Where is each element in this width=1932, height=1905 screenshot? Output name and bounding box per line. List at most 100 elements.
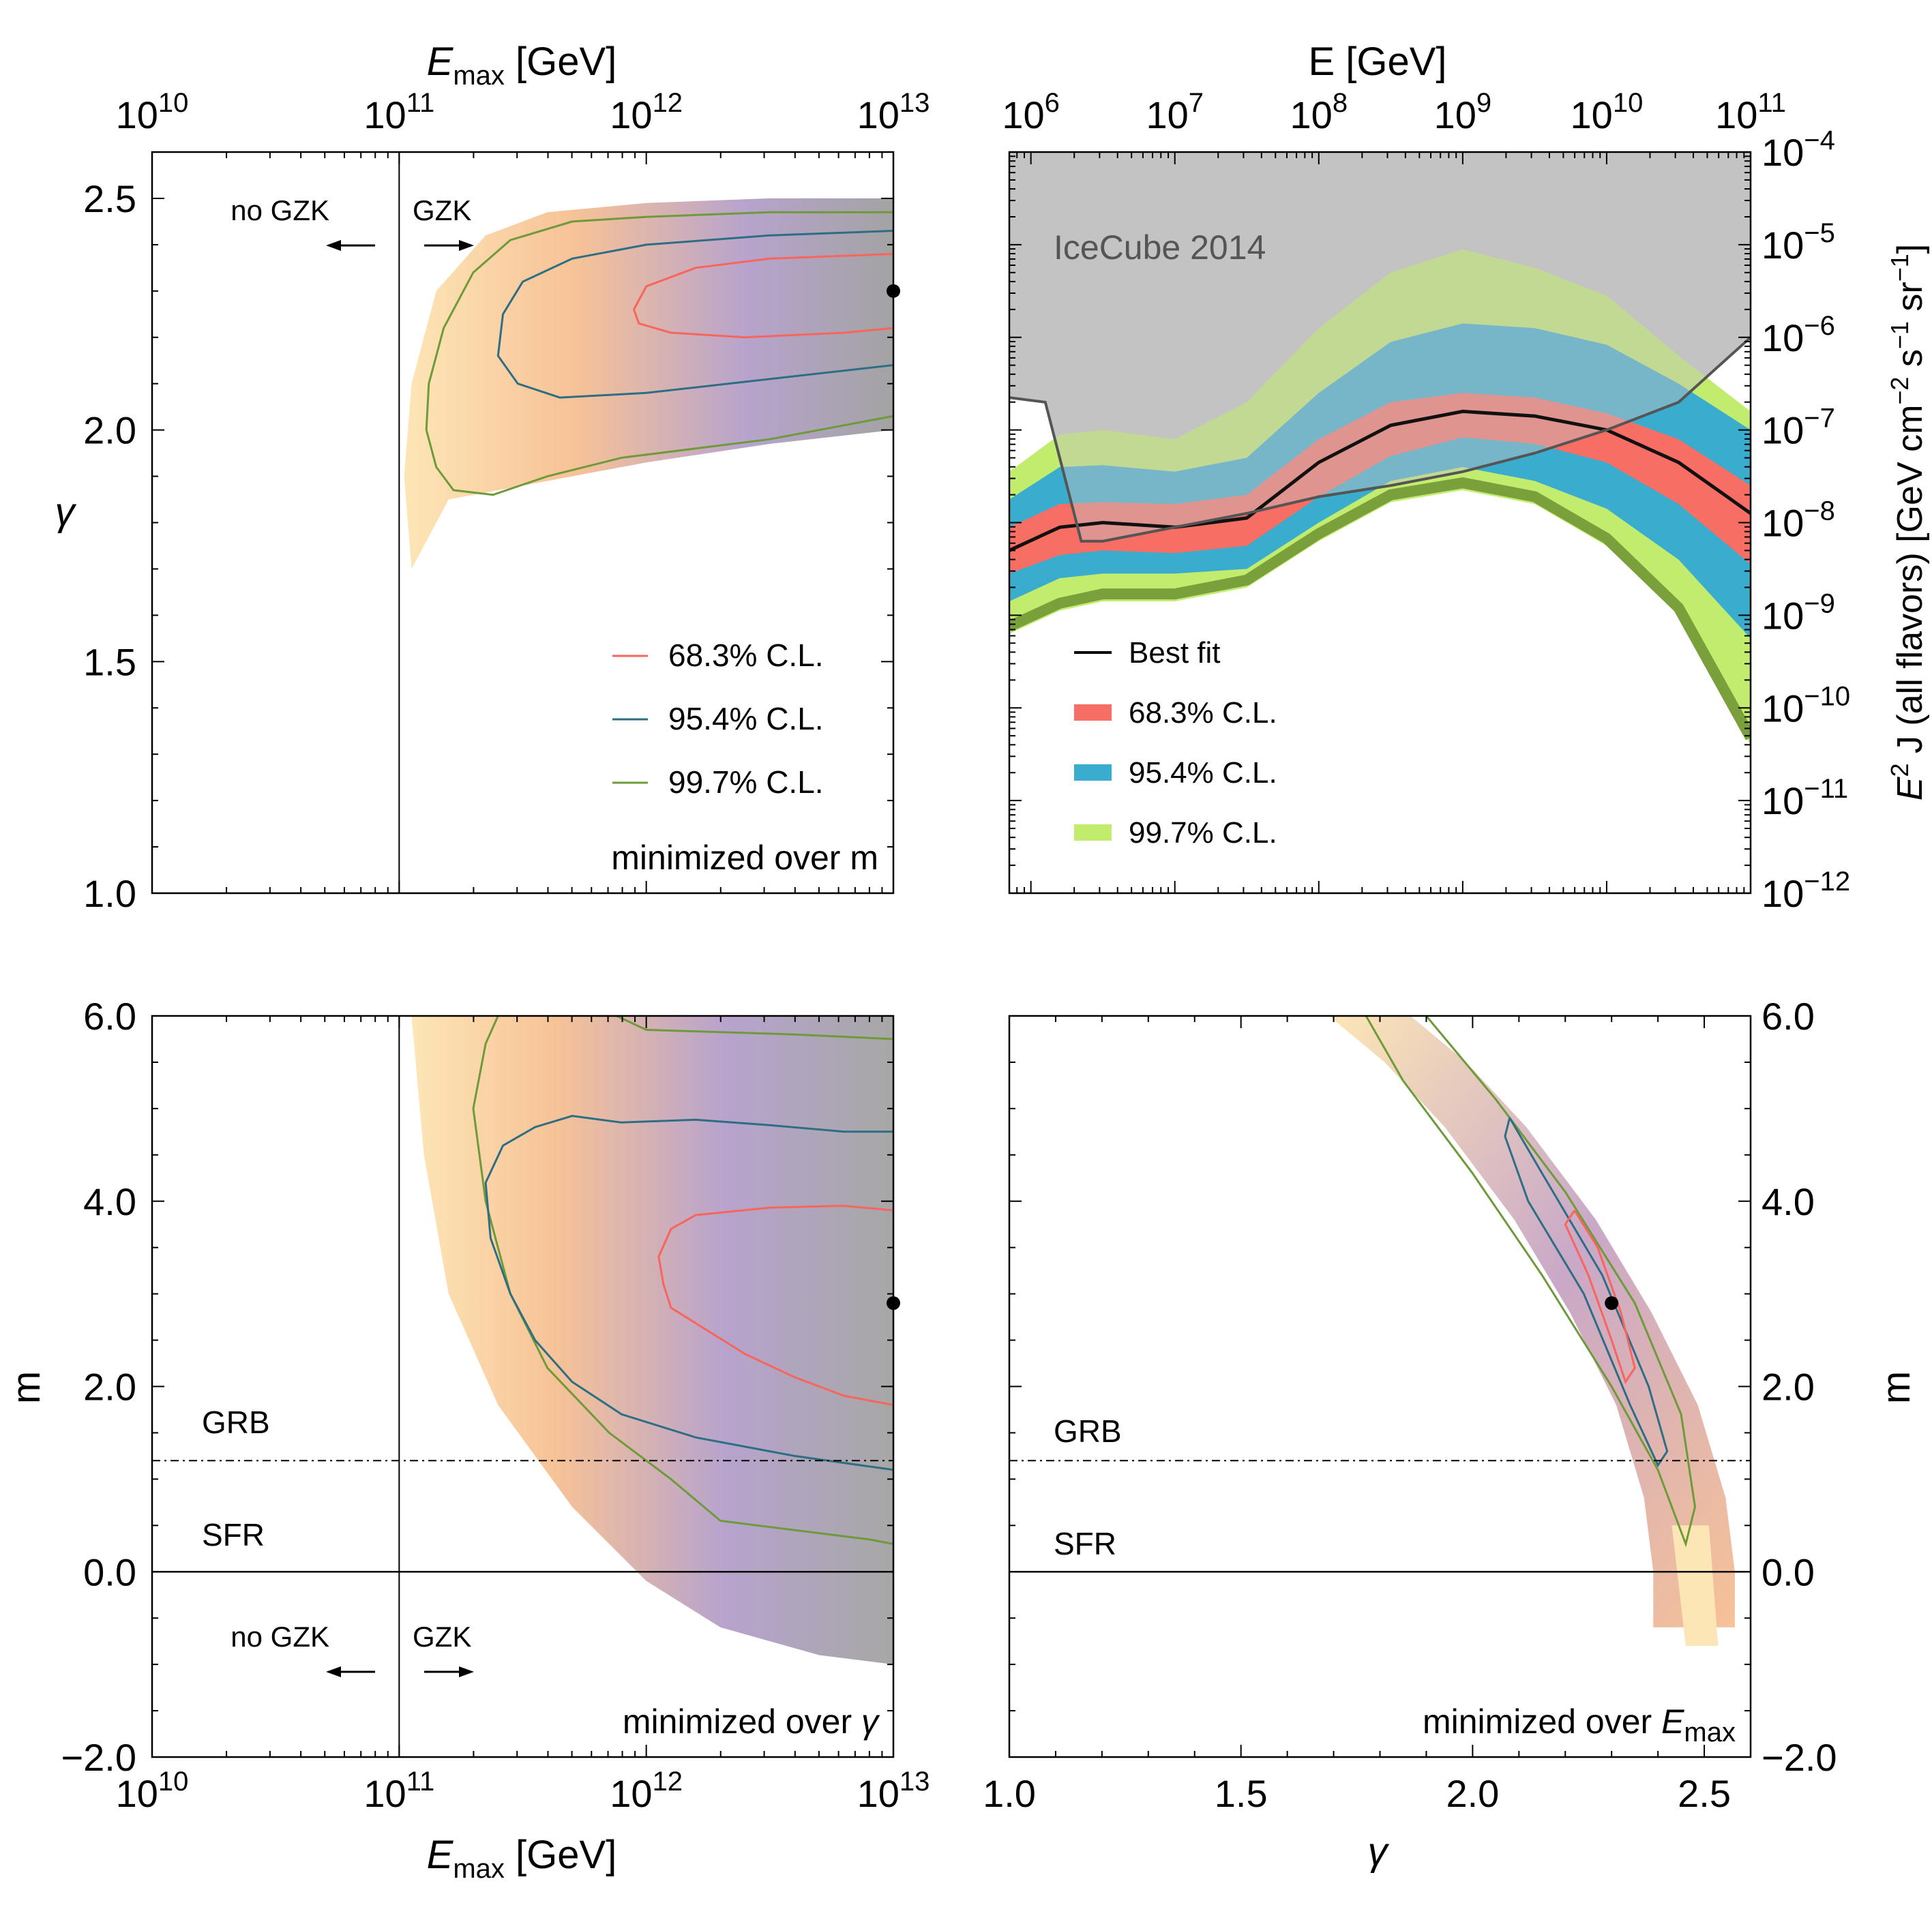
y-axis-unit-exp-3: −1 (1886, 254, 1914, 282)
y-tick-label: 10−10 (1762, 681, 1850, 730)
panel-title-symbol: E (1661, 1702, 1684, 1741)
tick-label-exp: −4 (1804, 125, 1835, 155)
gzk-label: GZK (413, 1621, 471, 1653)
ticks-bottom-left: 1010 1011 1012 1013−2.00.02.04.06.0 (61, 995, 930, 1815)
x-tick-label: 1010 (116, 88, 189, 136)
x-tick-label: 1012 (610, 1767, 683, 1815)
heatmap-top-left (404, 198, 893, 569)
panel-title-text: minimized over (623, 1702, 861, 1741)
x-tick-label: 108 (1290, 88, 1348, 136)
x-axis-title-unit: [GeV] (505, 40, 616, 84)
tick-label-exp: 11 (406, 88, 435, 118)
tick-label-base: 10 (1762, 409, 1804, 452)
contour-997 (597, 1016, 893, 1040)
tick-label-exp: 8 (1333, 88, 1348, 118)
y-tick-label: 1.0 (83, 872, 136, 915)
y-tick-label: 1.5 (83, 640, 136, 683)
tick-label-base: 10 (1715, 93, 1757, 136)
gzk-arrow (424, 1666, 474, 1677)
y-tick-label: 2.5 (83, 177, 136, 220)
tick-label-exp: 9 (1476, 88, 1491, 118)
tick-label-base: 10 (1762, 872, 1804, 915)
sfr-label: SFR (1054, 1526, 1116, 1561)
panel-title-bottom-left: minimized over γ (623, 1702, 880, 1741)
y-tick-label: 10−11 (1762, 774, 1848, 822)
x-tick-label: 106 (1002, 88, 1060, 136)
x-tick-label: 1013 (857, 88, 930, 136)
sfr-label: SFR (202, 1517, 265, 1552)
tick-label-base: 10 (1762, 594, 1804, 637)
tick-label-exp: −11 (1804, 774, 1848, 804)
tick-label-base: 10 (363, 93, 406, 136)
legend-label-997: 99.7% C.L. (1129, 816, 1277, 850)
no-gzk-label: no GZK (231, 1621, 329, 1653)
legend-top-right: Best fit 68.3% C.L. 95.4% C.L. 99.7% C.L… (1074, 636, 1277, 850)
y-axis-title-top-left: γ (55, 490, 77, 534)
y-axis-unit-exp-1: −2 (1886, 377, 1914, 405)
y-tick-label: 4.0 (1762, 1180, 1815, 1223)
x-tick-label: 2.0 (1446, 1772, 1499, 1815)
panel-title-top-left: minimized over m (611, 839, 878, 877)
y-tick-label: 6.0 (83, 995, 136, 1038)
tick-label-exp: −10 (1804, 681, 1850, 711)
tick-label-exp: 6 (1045, 88, 1060, 118)
x-tick-label: 1013 (857, 1767, 930, 1815)
x-tick-label: 2.5 (1678, 1772, 1731, 1815)
y-axis-title-symbol: E (1890, 776, 1930, 800)
contours-bottom-right (1365, 1016, 1697, 1548)
tick-label-exp: 12 (653, 88, 683, 118)
heatmap-likelihood-region (404, 198, 893, 569)
contour-683 (632, 253, 893, 339)
legend-label-954: 95.4% C.L. (668, 701, 824, 736)
legend-label-997: 99.7% C.L. (668, 764, 824, 800)
y-tick-label: 10−6 (1762, 311, 1835, 359)
tick-label-exp: 11 (1757, 88, 1786, 118)
no-gzk-label: no GZK (231, 194, 329, 226)
tick-label-base: 10 (1002, 93, 1044, 136)
tick-label-base: 10 (1762, 224, 1804, 267)
tick-label-exp: −6 (1804, 311, 1835, 341)
tick-label-exp: −7 (1804, 404, 1835, 434)
panel-title-bottom-right: minimized over Emax (1423, 1702, 1736, 1747)
y-tick-label: −2.0 (61, 1736, 136, 1779)
band-683 (1009, 393, 1751, 574)
legend-label-954: 95.4% C.L. (1129, 756, 1277, 790)
x-axis-title-top-right: E [GeV] (1308, 40, 1446, 84)
tick-label-base: 10 (1146, 93, 1188, 136)
contours-bottom-left (472, 1016, 893, 1545)
y-axis-title-sup: 2 (1886, 763, 1914, 777)
x-tick-label: 109 (1434, 88, 1492, 136)
x-tick-label: 1.5 (1215, 1772, 1268, 1815)
y-tick-label: −2.0 (1762, 1736, 1837, 1779)
tick-label-exp: 10 (1613, 88, 1644, 118)
x-tick-label: 1011 (363, 1767, 434, 1815)
legend-swatch-997 (1074, 824, 1112, 841)
no-gzk-arrow (326, 1666, 375, 1677)
tick-label-base: 10 (1762, 687, 1804, 730)
tick-label-base: 10 (1762, 131, 1804, 174)
y-axis-title-bottom-left: m (4, 1371, 48, 1404)
y-tick-label: 0.0 (83, 1550, 136, 1593)
x-tick-label: 1.0 (983, 1772, 1036, 1815)
tick-label-base: 10 (857, 1772, 900, 1815)
y-tick-label: 0.0 (1762, 1550, 1815, 1593)
legend-swatch-683 (1074, 704, 1112, 721)
y-tick-label: 4.0 (83, 1180, 136, 1223)
y-tick-label: 10−8 (1762, 496, 1835, 545)
icecube-label: IceCube 2014 (1054, 228, 1266, 267)
tick-label-exp: −5 (1804, 218, 1835, 248)
gzk-label: GZK (413, 194, 471, 226)
legend-label-683: 68.3% C.L. (668, 638, 824, 673)
tick-label-base: 10 (1762, 316, 1804, 359)
contour-997 (472, 1016, 893, 1545)
tick-label-exp: 11 (406, 1767, 435, 1797)
x-axis-title-bottom-right: γ (1368, 1829, 1390, 1874)
tick-label-exp: 7 (1189, 88, 1204, 118)
panel-title-subscript: max (1684, 1717, 1736, 1747)
y-tick-label: 10−7 (1762, 404, 1835, 452)
icecube-overlay (1009, 152, 1751, 541)
y-tick-label: 2.0 (83, 1366, 136, 1409)
tick-label-base: 10 (1571, 93, 1613, 136)
y-tick-label: 10−4 (1762, 125, 1835, 174)
